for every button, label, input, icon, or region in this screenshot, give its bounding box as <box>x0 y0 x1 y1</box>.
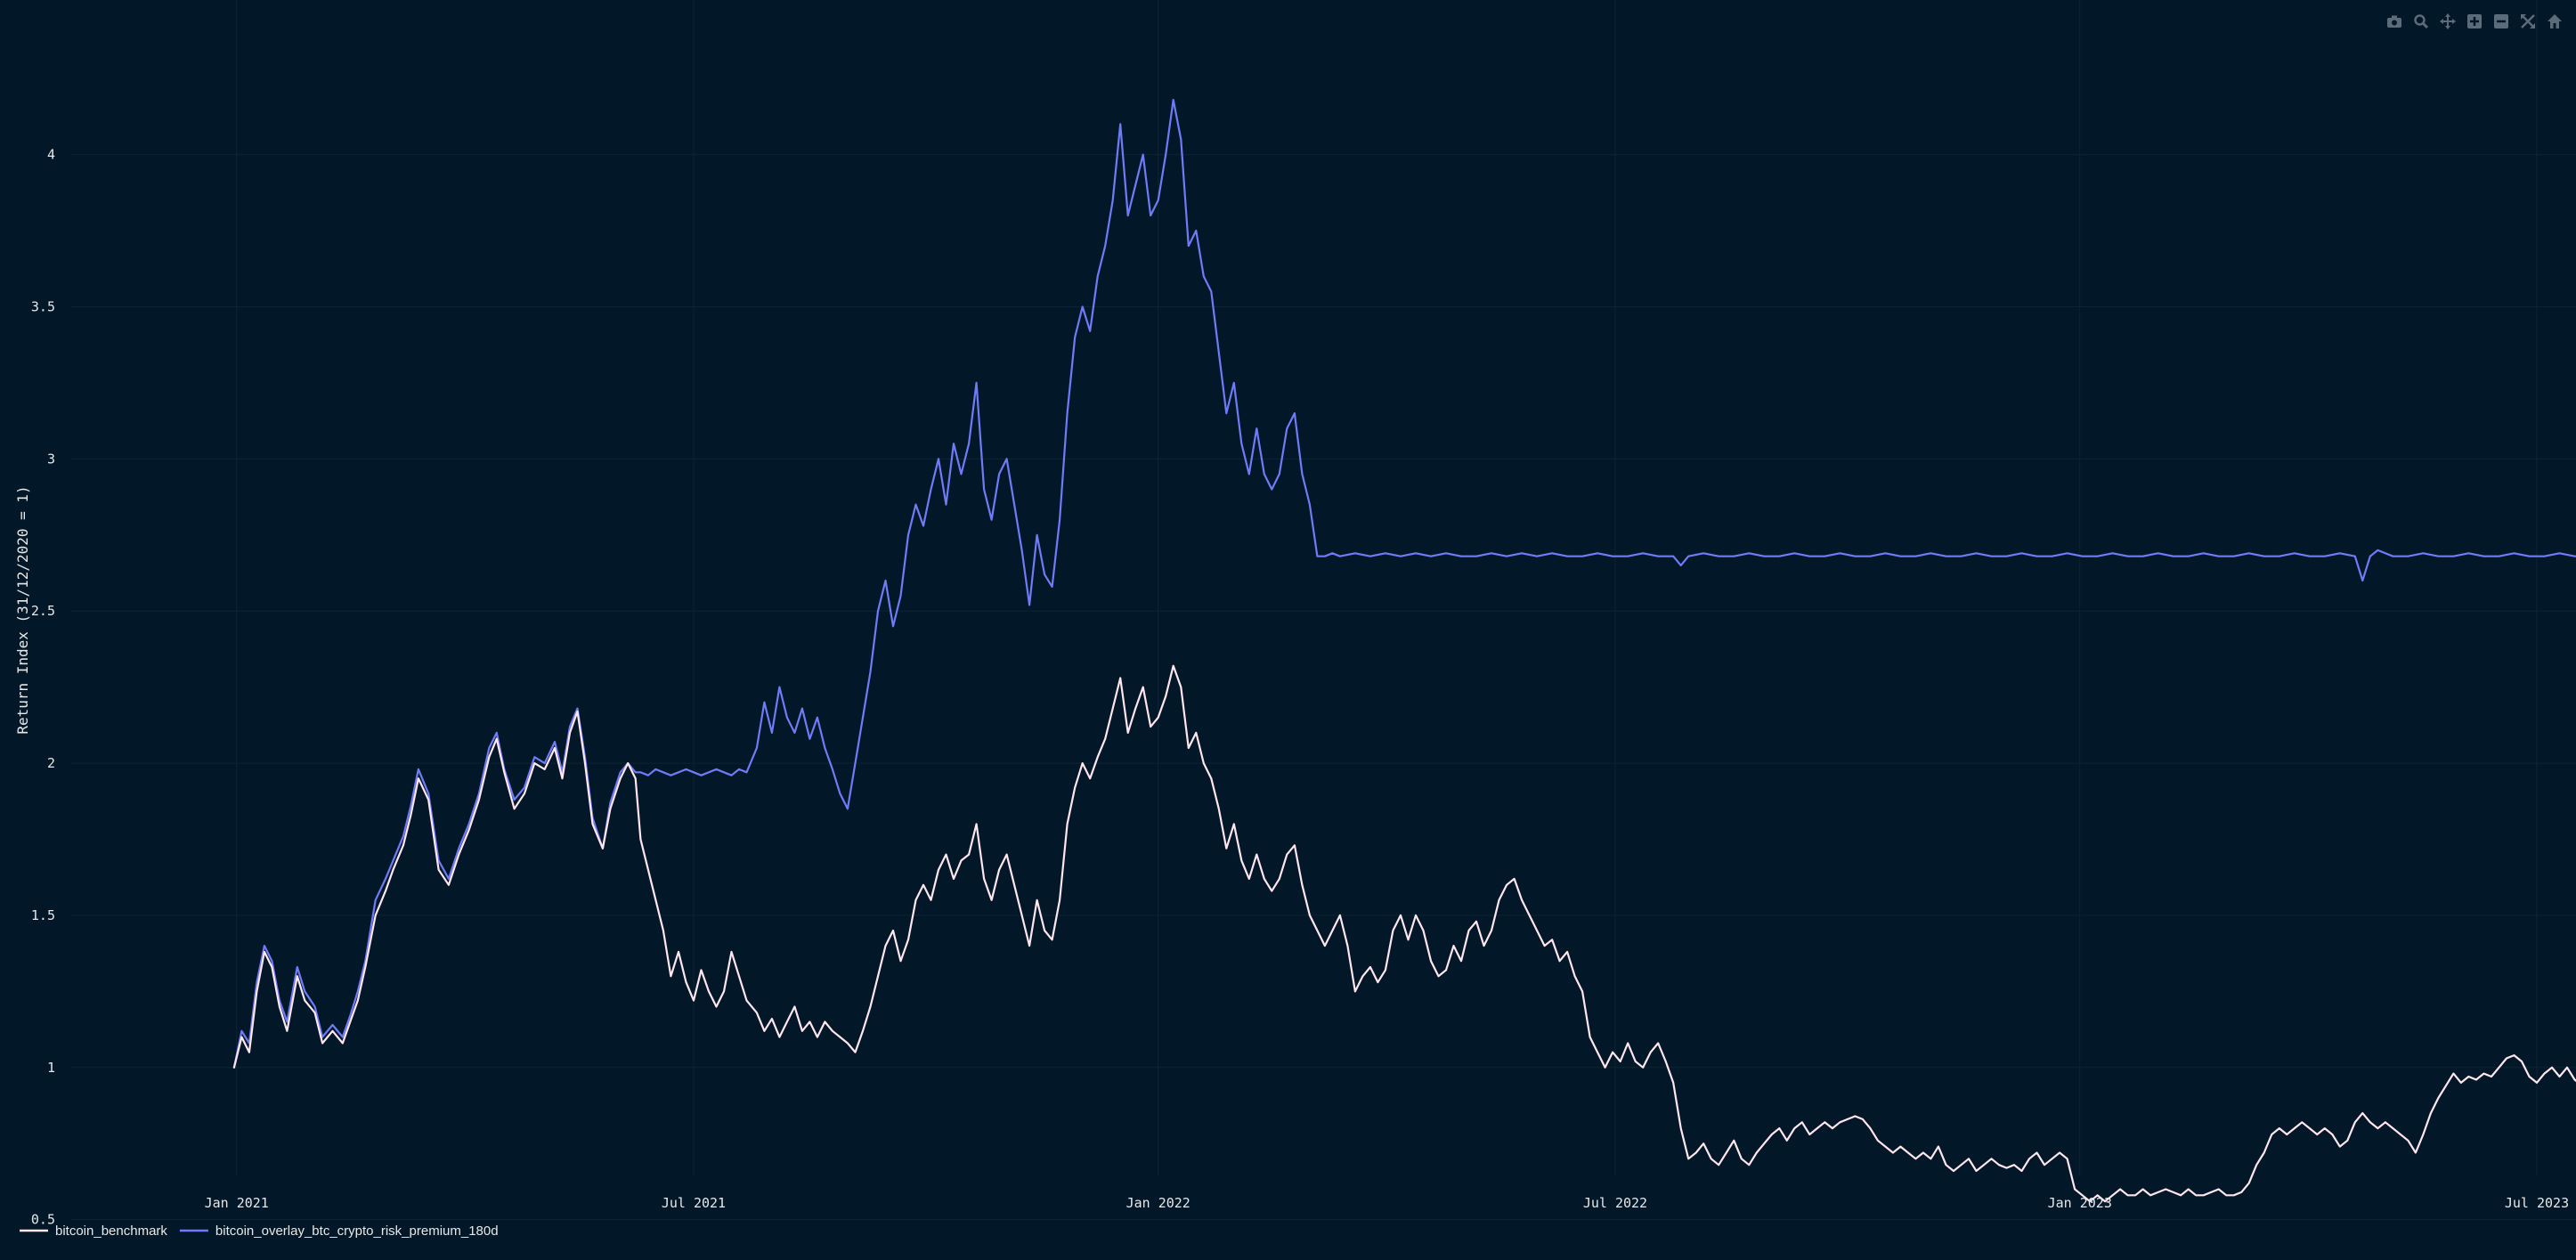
camera-icon[interactable] <box>2385 12 2403 30</box>
y-tick-label: 0.5 <box>31 1212 55 1228</box>
y-tick-label: 3 <box>47 451 55 467</box>
x-tick-label: Jan 2021 <box>205 1195 269 1211</box>
x-tick-label: Jul 2023 <box>2505 1195 2569 1211</box>
home-icon[interactable] <box>2546 12 2564 30</box>
legend-label: bitcoin_overlay_btc_crypto_risk_premium_… <box>215 1223 499 1239</box>
y-tick-label: 1 <box>47 1060 55 1076</box>
y-axis-ticks: 0.5 1 1.5 2 2.5 3 3.5 4 <box>31 147 55 1228</box>
zoom-in-icon[interactable] <box>2466 12 2483 30</box>
y-tick-label: 2.5 <box>31 603 55 619</box>
autoscale-icon[interactable] <box>2519 12 2537 30</box>
legend-item[interactable]: bitcoin_benchmark <box>20 1223 167 1239</box>
y-tick-label: 4 <box>47 147 55 163</box>
legend[interactable]: bitcoin_benchmark bitcoin_overlay_btc_cry… <box>20 1223 499 1239</box>
series-line-bitcoin_overlay_btc_crypto_risk_premium_180d[interactable] <box>232 99 2576 1069</box>
x-tick-label: Jul 2022 <box>1583 1195 1647 1211</box>
grid-layer <box>71 0 2576 1221</box>
x-tick-label: Jul 2021 <box>662 1195 726 1211</box>
y-tick-label: 2 <box>47 755 55 771</box>
y-axis-title: Return Index (31/12/2020 = 1) <box>14 485 31 734</box>
x-tick-label: Jan 2022 <box>1126 1195 1190 1211</box>
zoom-out-icon[interactable] <box>2492 12 2510 30</box>
modebar <box>2385 12 2564 30</box>
legend-label: bitcoin_benchmark <box>55 1223 167 1239</box>
x-axis-ticks: Jan 2021 Jul 2021 Jan 2022 Jul 2022 Jan 2023… <box>205 1195 2570 1211</box>
series-line-bitcoin_benchmark[interactable] <box>232 664 2576 1203</box>
series-layer[interactable] <box>232 99 2576 1203</box>
x-tick-label: Jan 2023 <box>2048 1195 2112 1211</box>
y-tick-label: 3.5 <box>31 298 55 314</box>
y-tick-label: 1.5 <box>31 907 55 923</box>
legend-item[interactable]: bitcoin_overlay_btc_crypto_risk_premium_… <box>179 1223 499 1239</box>
pan-icon[interactable] <box>2439 12 2457 30</box>
zoom-icon[interactable] <box>2412 12 2430 30</box>
